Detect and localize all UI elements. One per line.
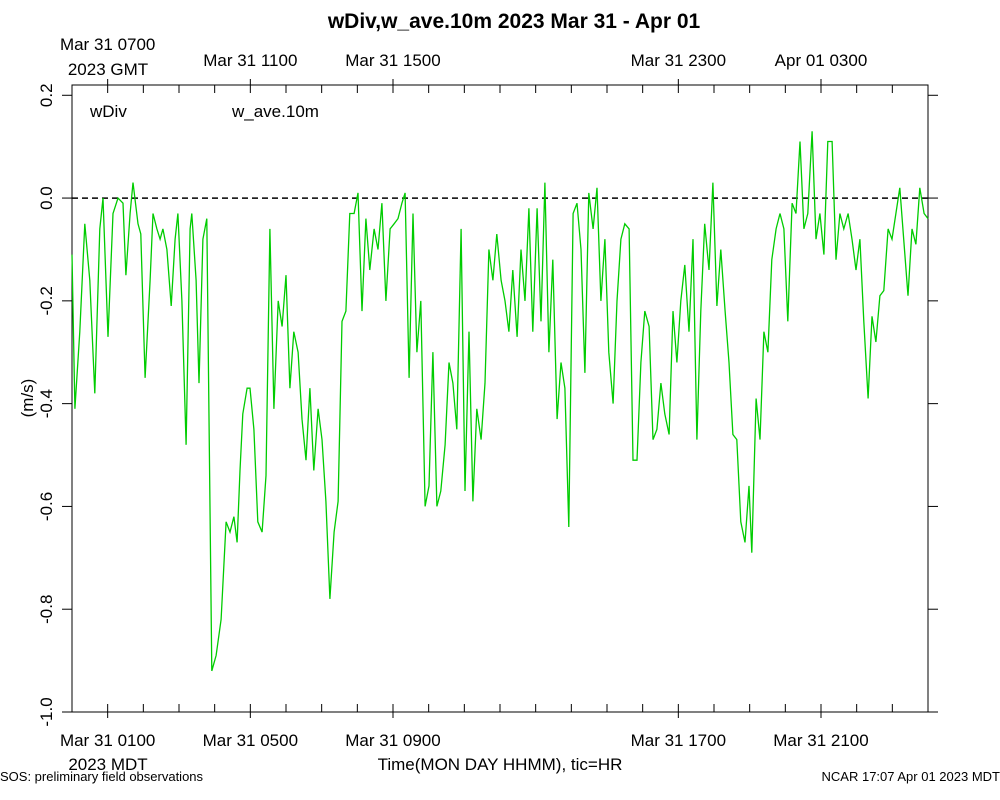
x-axis-label: Time(MON DAY HHMM), tic=HR xyxy=(378,755,623,774)
x2-tick-label: Mar 31 0700 xyxy=(60,35,155,54)
legend-entry: w_ave.10m xyxy=(231,102,319,121)
y-tick-label: 0.0 xyxy=(37,186,56,210)
x-tick-label: Mar 31 1700 xyxy=(631,731,726,750)
footer-left: SOS: preliminary field observations xyxy=(0,769,204,784)
y-tick-label: -0.4 xyxy=(37,389,56,418)
x-tick-label: Mar 31 0500 xyxy=(203,731,298,750)
x-tick-label: Mar 31 0900 xyxy=(345,731,440,750)
y-tick-label: -0.6 xyxy=(37,492,56,521)
data-line xyxy=(71,131,929,672)
footer-right: NCAR 17:07 Apr 01 2023 MDT xyxy=(822,769,1000,784)
y-tick-label: -0.2 xyxy=(37,286,56,315)
x2-tick-label: Mar 31 2300 xyxy=(631,51,726,70)
y-tick-label: -0.8 xyxy=(37,595,56,624)
x-tick-label: Mar 31 2100 xyxy=(773,731,868,750)
y-axis-label: (m/s) xyxy=(18,379,37,418)
legend-entry: wDiv xyxy=(89,102,127,121)
x-tick-label: Mar 31 0100 xyxy=(60,731,155,750)
chart-title: wDiv,w_ave.10m 2023 Mar 31 - Apr 01 xyxy=(327,10,701,33)
x2-tick-label: Apr 01 0300 xyxy=(775,51,868,70)
y-tick-label: 0.2 xyxy=(37,83,56,107)
x2-tick-label: Mar 31 1500 xyxy=(345,51,440,70)
y-tick-label: -1.0 xyxy=(37,697,56,726)
top-timezone: 2023 GMT xyxy=(68,60,148,79)
bottom-timezone: 2023 MDT xyxy=(68,755,147,774)
x2-tick-label: Mar 31 1100 xyxy=(203,51,297,70)
